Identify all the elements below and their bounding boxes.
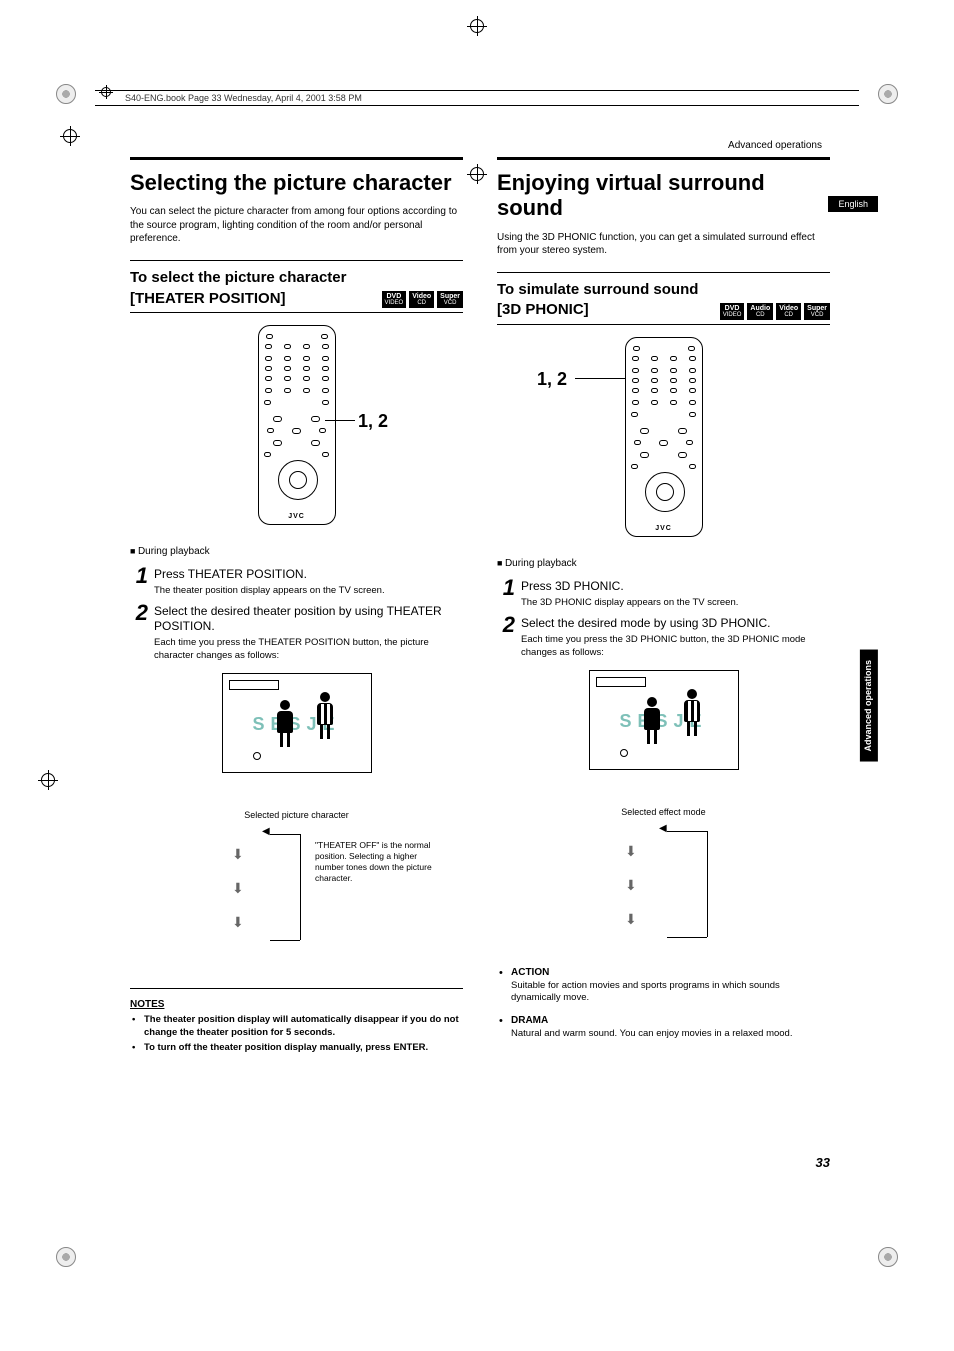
right-context: During playback [497,558,830,569]
left-badges: DVDVIDEO VideoCD SuperVCD [382,291,463,308]
remote-brand: JVC [259,513,335,520]
book-header: S40-ENG.book Page 33 Wednesday, April 4,… [95,90,859,106]
right-osd-diagram: SESJE Selected effect mode [497,670,830,817]
badge-dvd-video: DVDVIDEO [720,303,745,320]
left-context: During playback [130,546,463,557]
left-flow-note: "THEATER OFF" is the normal position. Se… [315,840,435,884]
reg-mark-tl [60,126,80,146]
left-subhead-line2: [THEATER POSITION] [130,288,286,309]
left-intro: You can select the picture character fro… [130,205,463,246]
crop-mark-tr [878,84,898,104]
right-subhead-line1: To simulate surround sound [497,279,830,300]
step1-title: Press THEATER POSITION. [154,567,463,582]
right-step-2: 2 Select the desired mode by using 3D PH… [497,614,830,660]
page-content: Advanced operations English Advanced ope… [130,140,830,1170]
step-number: 2 [130,602,148,663]
step2-title: Select the desired mode by using 3D PHON… [521,616,830,631]
badge-super-vcd: SuperVCD [804,303,830,320]
left-notes: NOTES The theater position display will … [130,999,463,1055]
mode-name: DRAMA [511,1015,830,1026]
badge-video-cd: VideoCD [409,291,434,308]
badge-dvd-video: DVDVIDEO [382,291,407,308]
left-remote-callout: 1, 2 [358,411,388,432]
left-osd-diagram: SESJE Selected picture character [130,673,463,820]
mode-desc: Natural and warm sound. You can enjoy mo… [511,1028,830,1041]
step-number: 1 [130,565,148,598]
reg-mark-bc [467,16,487,36]
crop-mark-br [878,1247,898,1267]
step1-title: Press 3D PHONIC. [521,579,830,594]
right-remote-callout: 1, 2 [537,369,567,390]
right-title: Enjoying virtual surround sound [497,170,830,221]
step1-desc: The 3D PHONIC display appears on the TV … [521,597,830,610]
remote-icon: JVC [258,325,336,525]
down-arrow-icon: ⬇ [232,880,244,897]
down-arrow-icon: ⬇ [625,911,637,928]
left-osd-caption: Selected picture character [130,810,463,820]
left-remote-diagram: JVC 1, 2 [130,325,463,530]
right-remote-diagram: 1, 2 JVC [497,337,830,542]
step1-desc: The theater position display appears on … [154,585,463,598]
step-number: 2 [497,614,515,660]
crop-mark-bl [56,1247,76,1267]
step2-desc: Each time you press the 3D PHONIC button… [521,634,830,660]
language-tab: English [828,196,878,212]
down-arrow-icon: ⬇ [232,914,244,931]
right-subhead-line2: [3D PHONIC] [497,299,589,320]
left-flow-diagram: THEATER 1 ⬇ THEATER 2 ⬇ THEATER 3 ⬇ THEA… [130,830,463,980]
crop-mark-tl [56,84,76,104]
right-osd-caption: Selected effect mode [497,807,830,817]
section-tab: Advanced operations [860,650,878,762]
page-number: 33 [816,1155,830,1170]
down-arrow-icon: ⬇ [232,846,244,863]
mode-desc: Suitable for action movies and sports pr… [511,980,830,1006]
left-title: Selecting the picture character [130,170,463,195]
badge-audio-cd: AudioCD [747,303,773,320]
step-number: 1 [497,577,515,610]
left-subhead-line1: To select the picture character [130,267,463,288]
left-step-2: 2 Select the desired theater position by… [130,602,463,663]
right-badges: DVDVIDEO AudioCD VideoCD SuperVCD [720,303,830,320]
step2-desc: Each time you press the THEATER POSITION… [154,637,463,663]
badge-video-cd: VideoCD [776,303,801,320]
tv-screen-icon: SESJE [589,670,739,770]
mode-item-drama: DRAMA Natural and warm sound. You can en… [497,1015,830,1041]
tv-screen-icon: SESJE [222,673,372,773]
right-mode-list: ACTION Suitable for action movies and sp… [497,967,830,1041]
note-item: To turn off the theater position display… [144,1042,463,1055]
step2-title: Select the desired theater position by u… [154,604,463,634]
remote-brand: JVC [626,525,702,532]
right-flow-diagram: ACTION ⬇ DRAMA ⬇ THEATER ⬇ OFF ◀ [497,827,830,957]
notes-heading: NOTES [130,999,463,1010]
book-header-mark [99,85,113,99]
note-item: The theater position display will automa… [144,1014,463,1040]
running-head: Advanced operations [130,140,830,151]
down-arrow-icon: ⬇ [625,877,637,894]
left-column: Selecting the picture character You can … [130,157,463,1058]
right-step-1: 1 Press 3D PHONIC. The 3D PHONIC display… [497,577,830,610]
reg-mark-ml [38,770,58,790]
left-step-1: 1 Press THEATER POSITION. The theater po… [130,565,463,598]
mode-item-action: ACTION Suitable for action movies and sp… [497,967,830,1006]
remote-icon: JVC [625,337,703,537]
right-intro: Using the 3D PHONIC function, you can ge… [497,231,830,258]
book-header-text: S40-ENG.book Page 33 Wednesday, April 4,… [125,93,362,103]
down-arrow-icon: ⬇ [625,843,637,860]
right-column: Enjoying virtual surround sound Using th… [497,157,830,1058]
mode-name: ACTION [511,967,830,978]
badge-super-vcd: SuperVCD [437,291,463,308]
